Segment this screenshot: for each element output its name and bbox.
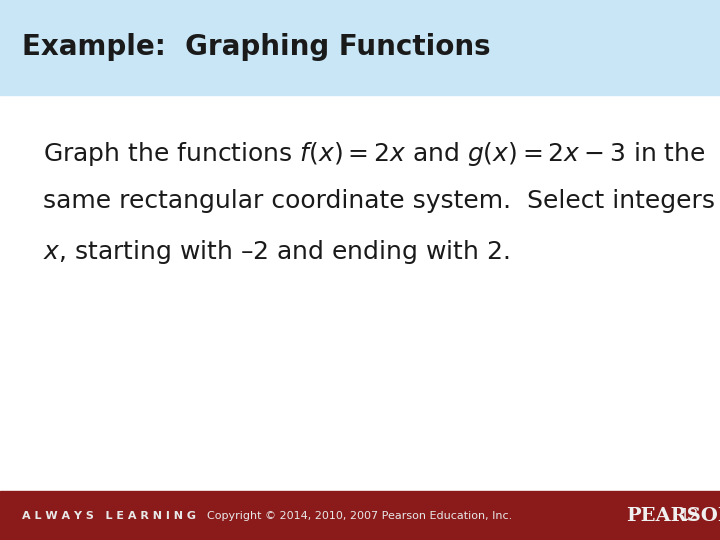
Text: A L W A Y S   L E A R N I N G: A L W A Y S L E A R N I N G	[22, 511, 196, 521]
Text: Graph the functions $f(x) = 2x$ and $g(x) = 2x - 3$ in the: Graph the functions $f(x) = 2x$ and $g(x…	[43, 140, 706, 168]
Bar	[0, 491, 720, 540]
Text: PEARSON: PEARSON	[626, 507, 720, 525]
Bar	[0, 0, 720, 94]
Text: $x$, starting with –2 and ending with 2.: $x$, starting with –2 and ending with 2.	[43, 238, 510, 266]
Text: Example:  Graphing Functions: Example: Graphing Functions	[22, 33, 490, 61]
Text: Copyright © 2014, 2010, 2007 Pearson Education, Inc.: Copyright © 2014, 2010, 2007 Pearson Edu…	[207, 511, 513, 521]
Bar	[0, 94, 720, 491]
Text: 12: 12	[679, 508, 698, 523]
Text: same rectangular coordinate system.  Select integers for: same rectangular coordinate system. Sele…	[43, 189, 720, 213]
